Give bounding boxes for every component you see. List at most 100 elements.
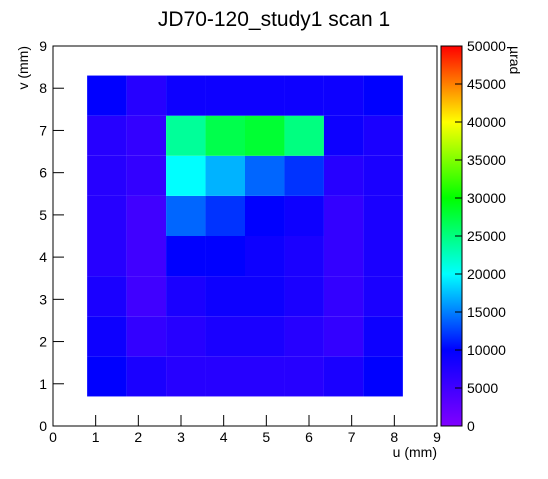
heat-cell	[363, 276, 403, 317]
heat-cell	[87, 276, 127, 317]
heat-cell	[284, 276, 324, 317]
heat-cell	[245, 195, 285, 236]
heat-cell	[284, 316, 324, 357]
colorbar-tick-label: 45000	[467, 76, 506, 92]
heat-cell	[205, 356, 245, 397]
y-tick-label: 4	[39, 249, 47, 265]
heat-cell	[323, 115, 364, 156]
x-tick-label: 9	[433, 429, 441, 445]
heat-cell	[363, 155, 403, 196]
colorbar-tick-label: 10000	[467, 342, 506, 358]
x-tick-label: 7	[348, 429, 356, 445]
y-tick-label: 7	[39, 122, 47, 138]
heat-cell	[205, 276, 245, 317]
plot-frame	[52, 45, 438, 427]
heat-cell	[126, 75, 167, 116]
heat-cell	[363, 356, 403, 397]
chart-title: JD70-120_study1 scan 1	[158, 8, 390, 31]
colorbar-title: µrad	[507, 46, 523, 74]
heat-cell	[87, 115, 127, 156]
heat-cell	[205, 115, 245, 156]
x-tick-label: 5	[262, 429, 270, 445]
colorbar-tick-label: 15000	[467, 304, 506, 320]
y-tick-label: 9	[39, 38, 47, 54]
x-tick-label: 8	[390, 429, 398, 445]
heat-cell	[166, 195, 206, 236]
colorbar-tick-label: 5000	[467, 380, 498, 396]
colorbar-tick-label: 40000	[467, 114, 506, 130]
heat-cell	[166, 75, 206, 116]
heat-cell	[87, 195, 127, 236]
heat-cell	[87, 316, 127, 357]
y-axis-title: v (mm)	[15, 46, 31, 90]
colorbar-tick-label: 20000	[467, 266, 506, 282]
y-tick-label: 1	[39, 376, 47, 392]
heat-cell	[245, 75, 285, 116]
heat-cell	[323, 236, 364, 277]
x-tick-label: 3	[177, 429, 185, 445]
y-tick-label: 8	[39, 80, 47, 96]
heat-cell	[126, 316, 167, 357]
heat-cell	[363, 115, 403, 156]
y-tick-label: 5	[39, 207, 47, 223]
heat-cell	[245, 115, 285, 156]
heat-cell	[323, 195, 364, 236]
heat-cell	[245, 356, 285, 397]
heat-cell	[363, 195, 403, 236]
heat-cell	[87, 236, 127, 277]
heat-cell	[245, 155, 285, 196]
heat-cell	[126, 356, 167, 397]
colorbar-tick-label: 35000	[467, 152, 506, 168]
y-tick-label: 0	[39, 418, 47, 434]
heat-cell	[284, 236, 324, 277]
x-tick-label: 4	[220, 429, 228, 445]
x-tick-label: 1	[92, 429, 100, 445]
heat-cell	[166, 236, 206, 277]
heat-cell	[87, 75, 127, 116]
heat-cell	[323, 356, 364, 397]
heat-cell	[205, 236, 245, 277]
colorbar-tick-label: 25000	[467, 228, 506, 244]
heat-cell	[166, 316, 206, 357]
colorbar-tick-label: 0	[467, 418, 475, 434]
heat-cell	[245, 316, 285, 357]
heat-cell	[205, 316, 245, 357]
colorbar-tick-label: 30000	[467, 190, 506, 206]
heat-cell	[166, 155, 206, 196]
heat-cell	[284, 195, 324, 236]
heat-cell	[126, 155, 167, 196]
x-tick-label: 0	[49, 429, 57, 445]
heat-cell	[323, 155, 364, 196]
heat-cell	[126, 195, 167, 236]
heat-cell	[166, 115, 206, 156]
heat-cell	[363, 316, 403, 357]
heat-cell	[205, 155, 245, 196]
heat-cell	[87, 155, 127, 196]
x-axis-title: u (mm)	[393, 444, 437, 460]
heat-cell	[284, 115, 324, 156]
heat-cell	[126, 236, 167, 277]
x-tick-label: 6	[305, 429, 313, 445]
heat-cell	[363, 236, 403, 277]
heat-cell	[87, 356, 127, 397]
heat-cell	[323, 316, 364, 357]
heat-cell	[205, 75, 245, 116]
heat-cell	[166, 356, 206, 397]
heat-cell	[284, 356, 324, 397]
heat-cell	[323, 276, 364, 317]
heat-cell	[284, 155, 324, 196]
heat-cell	[284, 75, 324, 116]
heat-cell	[323, 75, 364, 116]
heat-cell	[166, 276, 206, 317]
heat-cell	[126, 115, 167, 156]
colorbar-tick-label: 50000	[467, 38, 506, 54]
heat-cell	[245, 276, 285, 317]
heat-cell	[205, 195, 245, 236]
heat-cell	[126, 276, 167, 317]
y-tick-label: 3	[39, 291, 47, 307]
y-tick-label: 2	[39, 334, 47, 350]
heat-cell	[245, 236, 285, 277]
heat-cell	[363, 75, 403, 116]
y-tick-label: 6	[39, 165, 47, 181]
